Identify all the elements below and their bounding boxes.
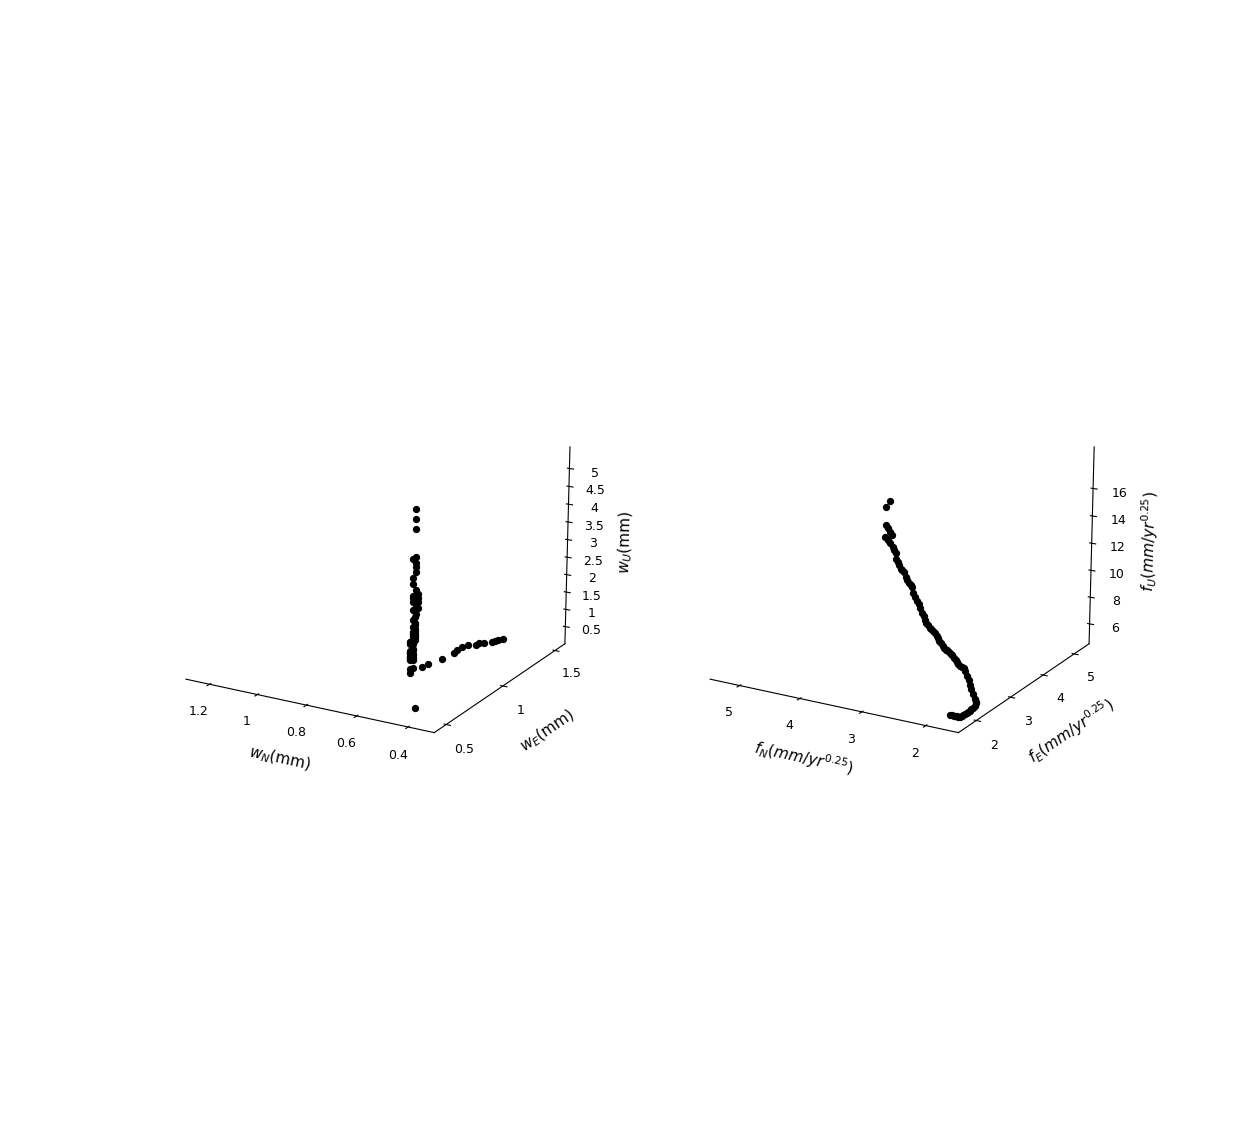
Y-axis label: $f_E$($mm/yr^{0.25}$): $f_E$($mm/yr^{0.25}$) bbox=[1024, 694, 1118, 767]
X-axis label: $f_N$($mm/yr^{0.25}$): $f_N$($mm/yr^{0.25}$) bbox=[751, 737, 856, 780]
X-axis label: $w_N$(mm): $w_N$(mm) bbox=[247, 742, 312, 774]
Y-axis label: $w_E$(mm): $w_E$(mm) bbox=[517, 705, 578, 756]
